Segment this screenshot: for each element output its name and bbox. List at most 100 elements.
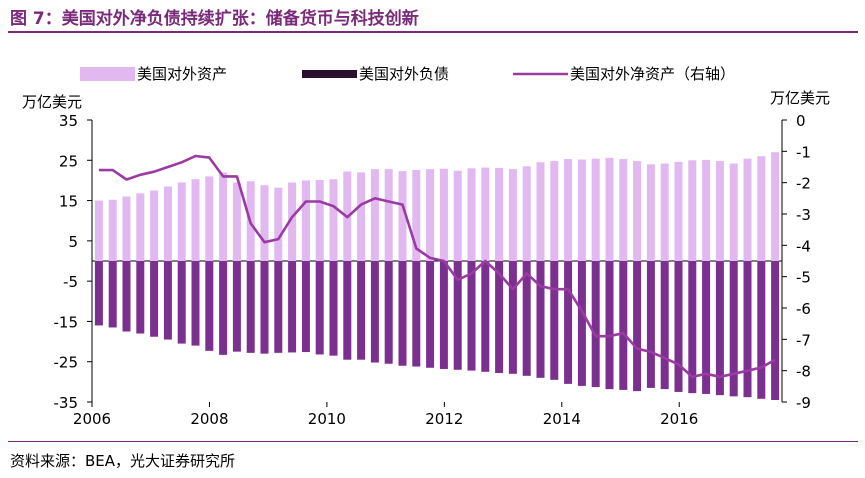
- liability-bar: [467, 261, 476, 371]
- liability-bar: [232, 261, 241, 352]
- asset-bar: [384, 169, 393, 261]
- liability-bar: [536, 261, 545, 378]
- asset-bar: [743, 158, 752, 261]
- asset-bar: [357, 172, 366, 261]
- liability-bar: [288, 261, 297, 353]
- liability-bar: [150, 261, 159, 337]
- asset-bar: [564, 159, 573, 261]
- tick-labels: 35 25 15 5 -5 -15 -25 -35 0 -1 -2 -3 -4 -5 -6 -7 -8 -9 200…: [22, 89, 830, 428]
- x-tick-label: 2016: [660, 410, 698, 428]
- liability-bar: [398, 261, 407, 366]
- liability-bar: [702, 261, 711, 394]
- x-tick-label: 2006: [73, 410, 111, 428]
- asset-bar: [177, 182, 186, 261]
- asset-bar: [301, 180, 310, 261]
- left-tick-label: -25: [54, 354, 79, 372]
- liability-bar: [715, 261, 724, 396]
- liability-bar: [495, 261, 504, 373]
- asset-bar: [94, 200, 103, 261]
- liability-bar: [260, 261, 269, 354]
- asset-bar: [191, 179, 200, 261]
- legend-swatch-liabilities: [302, 70, 357, 78]
- legend-swatch-assets: [80, 67, 135, 81]
- right-tick-label: -4: [796, 237, 811, 255]
- asset-bar: [150, 190, 159, 261]
- liability-bar: [522, 261, 531, 376]
- liability-bar: [94, 261, 103, 326]
- liability-bar: [205, 261, 214, 351]
- asset-bar: [605, 157, 614, 261]
- liability-bar: [219, 261, 228, 355]
- asset-bars: [94, 152, 780, 261]
- liability-bar: [757, 261, 766, 399]
- asset-bar: [522, 166, 531, 261]
- asset-bar: [674, 161, 683, 261]
- asset-bar: [508, 169, 517, 261]
- liability-bar: [246, 261, 255, 353]
- asset-bar: [412, 169, 421, 261]
- right-tick-label: -6: [796, 300, 811, 318]
- liability-bar: [688, 261, 697, 394]
- right-tick-label: -9: [796, 394, 811, 412]
- right-tick-label: -1: [796, 143, 811, 161]
- liability-bar: [453, 261, 462, 370]
- x-tick-label: 2010: [308, 410, 346, 428]
- right-tick-label: -2: [796, 175, 811, 193]
- liability-bar: [412, 261, 421, 367]
- asset-bar: [315, 180, 324, 261]
- liability-bar: [633, 261, 642, 392]
- right-tick-label: -8: [796, 363, 811, 381]
- left-tick-label: -35: [54, 394, 79, 412]
- liability-bar: [301, 261, 310, 353]
- asset-bar: [591, 158, 600, 261]
- asset-bar: [619, 159, 628, 261]
- asset-bar: [205, 176, 214, 261]
- legend-label-assets: 美国对外资产: [137, 65, 227, 83]
- asset-bar: [633, 161, 642, 261]
- asset-bar: [467, 168, 476, 261]
- liability-bar: [384, 261, 393, 364]
- asset-bar: [136, 193, 145, 261]
- asset-bar: [495, 167, 504, 261]
- right-tick-label: -7: [796, 331, 811, 349]
- liability-bar: [660, 261, 669, 390]
- asset-bar: [771, 152, 780, 261]
- liability-bar: [108, 261, 117, 328]
- net-line-layer: [98, 154, 776, 379]
- legend-label-net: 美国对外净资产（右轴）: [570, 65, 735, 83]
- liability-bar: [439, 261, 448, 369]
- asset-bar: [702, 159, 711, 261]
- asset-bar: [370, 169, 379, 261]
- liability-bar: [771, 261, 780, 400]
- asset-bar: [550, 161, 559, 261]
- left-tick-label: -5: [63, 273, 78, 291]
- left-tick-label: 15: [59, 193, 78, 211]
- left-tick-label: 35: [59, 112, 78, 130]
- asset-bar: [577, 159, 586, 261]
- left-axis-unit: 万亿美元: [22, 93, 82, 111]
- liability-bar: [646, 261, 655, 388]
- source-divider: [8, 441, 858, 442]
- asset-bar: [122, 196, 131, 261]
- asset-bar: [757, 156, 766, 261]
- liability-bar: [191, 261, 200, 346]
- liability-bar: [729, 261, 738, 397]
- asset-bar: [163, 186, 172, 261]
- liability-bar: [177, 261, 186, 344]
- asset-bar: [536, 162, 545, 261]
- left-tick-label: -15: [54, 313, 79, 331]
- liability-bar: [550, 261, 559, 380]
- liability-bar: [122, 261, 131, 332]
- x-tick-label: 2012: [425, 410, 463, 428]
- liability-bar: [481, 261, 490, 372]
- net-assets-line: [98, 154, 776, 379]
- asset-bar: [426, 169, 435, 261]
- liability-bar: [343, 261, 352, 360]
- liability-bar: [508, 261, 517, 374]
- x-tick-label: 2008: [190, 410, 228, 428]
- chart: 35 25 15 5 -5 -15 -25 -35 0 -1 -2 -3 -4 -5 -6 -7 -8 -9 200…: [22, 65, 830, 428]
- asset-bar: [688, 160, 697, 261]
- asset-bar: [481, 167, 490, 261]
- title-divider: [8, 31, 858, 33]
- liability-bar: [674, 261, 683, 392]
